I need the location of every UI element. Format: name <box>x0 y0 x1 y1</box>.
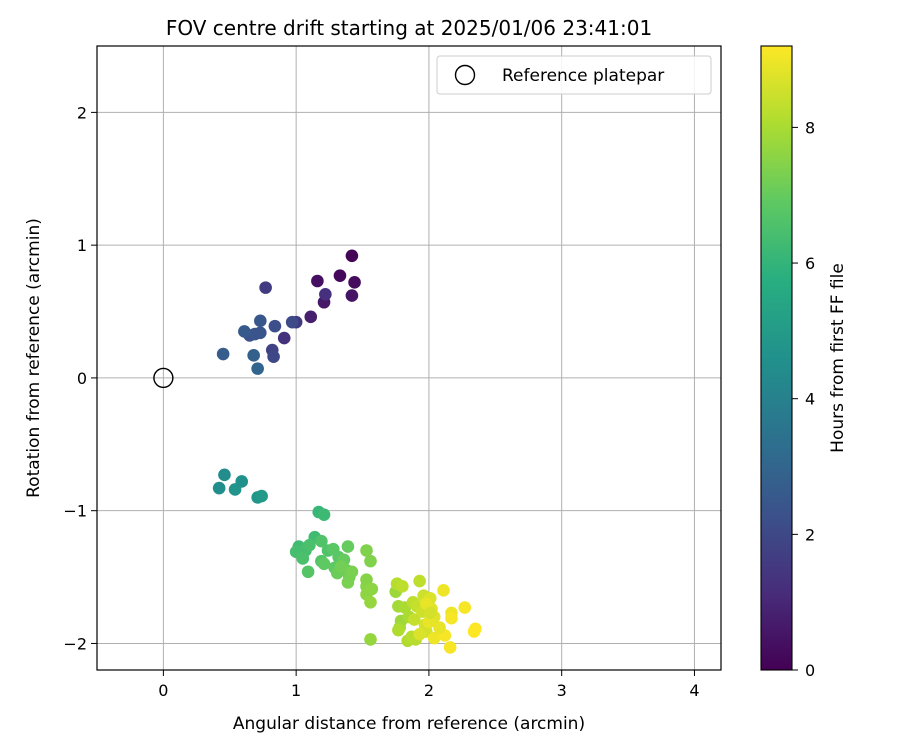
data-point <box>238 325 251 338</box>
colorbar-label: Hours from first FF file <box>828 263 848 453</box>
grid <box>97 46 721 670</box>
colorbar-ticks: 0 2 4 6 8 <box>792 118 815 680</box>
data-point <box>408 613 421 626</box>
data-point <box>341 576 355 589</box>
data-point <box>437 584 450 597</box>
data-point <box>268 319 282 333</box>
data-point <box>254 326 267 340</box>
data-point <box>254 314 267 328</box>
data-point <box>304 310 318 324</box>
colorbar-tick-label: 2 <box>805 525 815 544</box>
y-tick-label: −2 <box>63 634 87 653</box>
x-tick-label: 2 <box>424 681 434 700</box>
data-point <box>303 538 316 552</box>
colorbar-tick-label: 8 <box>805 118 815 137</box>
data-point <box>228 483 242 496</box>
data-point <box>364 554 377 568</box>
data-point <box>427 631 441 645</box>
x-axis-label: Angular distance from reference (arcmin) <box>233 714 585 734</box>
data-point <box>345 249 359 263</box>
y-tick-label: 0 <box>77 369 87 388</box>
data-point <box>255 489 268 503</box>
y-tick-label: 2 <box>77 103 87 122</box>
data-point <box>345 289 359 302</box>
data-points <box>212 249 482 654</box>
data-point <box>333 269 347 282</box>
data-point <box>267 350 280 363</box>
data-point <box>360 544 373 557</box>
colorbar <box>760 45 793 671</box>
data-point <box>364 633 377 646</box>
legend: Reference platepar <box>436 55 712 95</box>
y-tick-label: 1 <box>77 236 87 255</box>
y-axis-ticks: −2 −1 0 1 2 <box>63 103 97 653</box>
data-point <box>251 362 264 375</box>
data-point <box>319 287 332 301</box>
colorbar-tick-label: 0 <box>805 661 815 680</box>
data-point <box>392 623 405 637</box>
data-point <box>341 540 355 553</box>
data-point <box>317 557 331 571</box>
legend-label: Reference platepar <box>502 66 664 86</box>
data-point <box>467 625 481 638</box>
data-point <box>296 552 310 565</box>
data-point <box>348 276 361 289</box>
data-point <box>458 601 472 614</box>
data-point <box>315 534 328 548</box>
plot-frame <box>96 45 722 671</box>
data-point <box>212 481 226 495</box>
data-point <box>277 331 291 345</box>
data-point <box>345 565 359 579</box>
data-point <box>317 508 331 521</box>
data-point <box>443 641 457 654</box>
x-tick-label: 0 <box>158 681 168 700</box>
colorbar-tick-label: 6 <box>805 254 815 273</box>
x-tick-label: 3 <box>557 681 567 700</box>
legend-box <box>436 55 712 95</box>
data-point <box>364 595 377 609</box>
y-axis-label: Rotation from reference (arcmin) <box>24 218 44 498</box>
chart-title: FOV centre drift starting at 2025/01/06 … <box>166 16 652 40</box>
data-point <box>422 615 436 629</box>
x-tick-label: 1 <box>291 681 301 700</box>
x-tick-label: 4 <box>689 681 699 700</box>
data-point <box>259 281 272 294</box>
reference-marker <box>153 367 174 389</box>
data-point <box>301 565 315 579</box>
data-point <box>311 274 324 288</box>
data-point <box>247 349 260 362</box>
data-point <box>423 606 437 620</box>
data-point <box>445 611 458 625</box>
data-point <box>285 315 299 329</box>
data-point <box>218 468 231 482</box>
data-point <box>413 574 426 588</box>
x-axis-ticks: 0 1 2 3 4 <box>158 670 700 700</box>
data-point <box>413 627 426 641</box>
data-point <box>216 347 230 361</box>
colorbar-tick-label: 4 <box>805 390 815 409</box>
data-point <box>396 580 409 593</box>
legend-reference-icon <box>454 64 476 86</box>
reference-point <box>153 367 174 389</box>
data-point <box>433 621 446 634</box>
y-tick-label: −1 <box>63 502 87 521</box>
data-point <box>334 560 348 573</box>
